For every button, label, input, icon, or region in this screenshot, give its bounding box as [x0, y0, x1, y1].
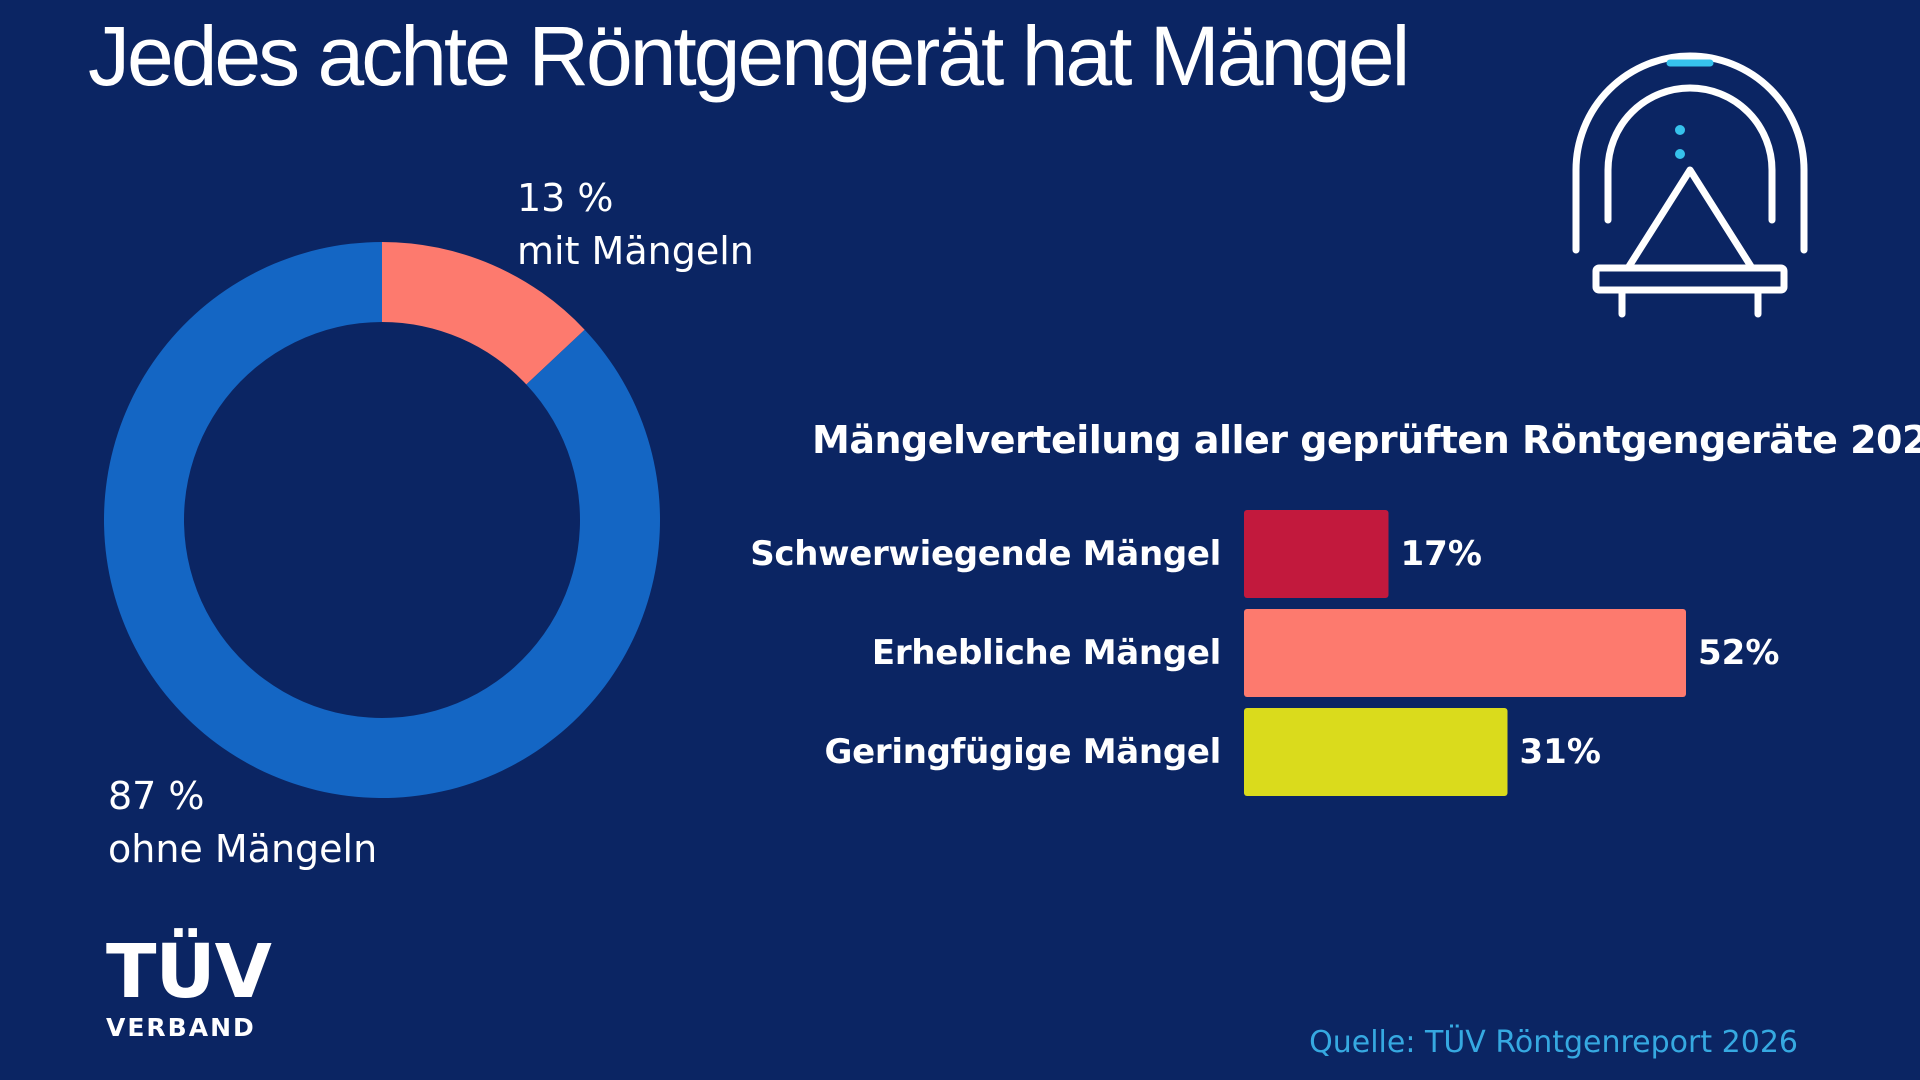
x-ray-machine-icon — [1572, 52, 1808, 318]
bar-category-label-minor: Geringfügige Mängel — [824, 732, 1222, 772]
bar-value-label-severe: 17% — [1400, 534, 1482, 574]
bar-value-label-major: 52% — [1698, 633, 1780, 673]
donut-label-ok-percent: 87 % — [108, 774, 205, 818]
donut-label-defect-percent: 13 % — [517, 176, 614, 220]
donut-label-defect-text: mit Mängeln — [517, 229, 754, 274]
page-title: Jedes achte Röntgengerät hat Mängel — [88, 9, 1410, 103]
donut-label-defect: 13 % mit Mängeln — [517, 172, 754, 278]
bar-chart-title: Mängelverteilung aller geprüften Röntgen… — [812, 418, 1920, 462]
logo-subtitle: VERBAND — [106, 1013, 256, 1042]
donut-label-ok: 87 % ohne Mängeln — [108, 770, 377, 876]
bar-severe — [1244, 510, 1389, 598]
tuev-verband-logo: TÜV VERBAND — [106, 929, 272, 1042]
source-note: Quelle: TÜV Röntgenreport 2026 — [1309, 1025, 1798, 1060]
donut-chart — [103, 242, 660, 799]
bar-minor — [1244, 708, 1508, 796]
bar-category-label-severe: Schwerwiegende Mängel — [750, 534, 1221, 574]
bar-major — [1244, 609, 1686, 697]
donut-slice-defect — [382, 242, 585, 385]
donut-label-ok-text: ohne Mängeln — [108, 827, 378, 872]
bar-category-label-major: Erhebliche Mängel — [871, 633, 1221, 673]
bar-value-label-minor: 31% — [1519, 732, 1601, 772]
logo-name: TÜV — [106, 929, 272, 1015]
